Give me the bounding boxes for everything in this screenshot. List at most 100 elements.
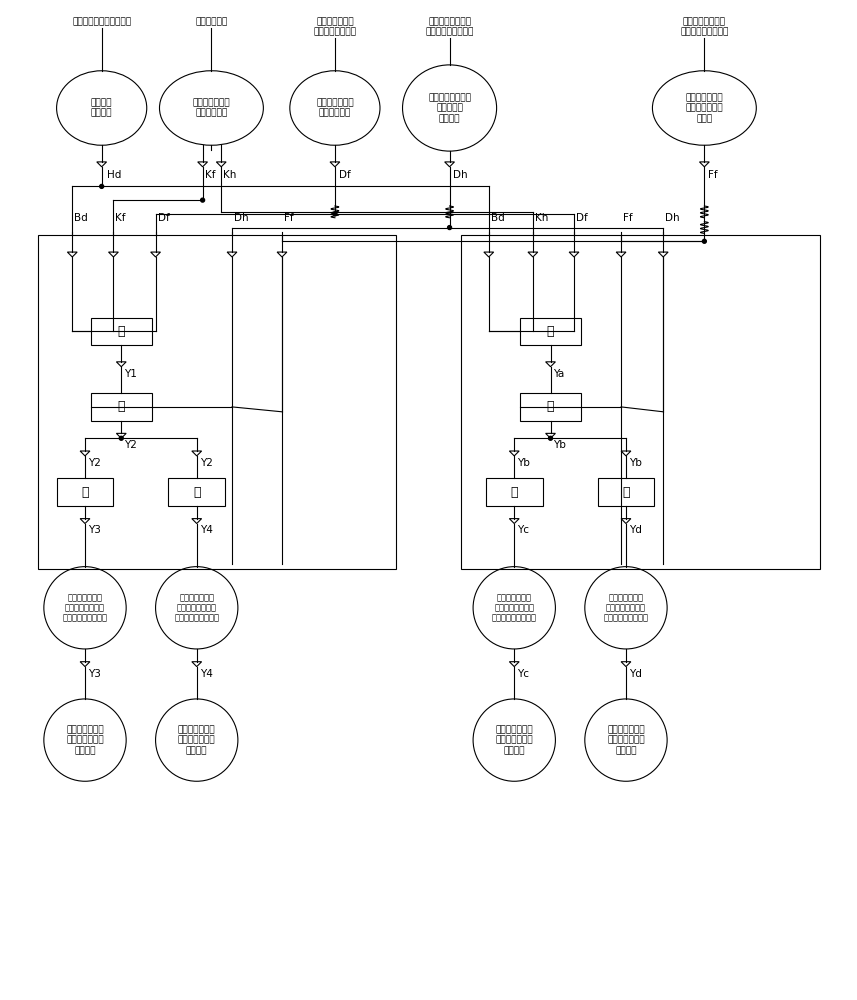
Polygon shape (117, 433, 126, 438)
Polygon shape (616, 252, 626, 257)
Text: Dh: Dh (665, 213, 680, 223)
Polygon shape (484, 252, 494, 257)
Text: Dh: Dh (234, 213, 249, 223)
Polygon shape (330, 162, 340, 167)
Text: 电源侧隔离开关
操作电机的分闸
电源回路: 电源侧隔离开关 操作电机的分闸 电源回路 (178, 725, 216, 755)
Text: Y2: Y2 (124, 440, 137, 450)
Text: 操作机构的接线端子: 操作机构的接线端子 (680, 28, 728, 37)
Text: Yb: Yb (629, 458, 642, 468)
Text: 电源侧隔离开关
操作电机的合闸
电源回路: 电源侧隔离开关 操作电机的合闸 电源回路 (495, 725, 533, 755)
Text: 高压断路器的操: 高压断路器的操 (316, 17, 354, 26)
Text: 与: 与 (511, 486, 518, 499)
Circle shape (333, 212, 337, 216)
Bar (38, 235, 396, 569)
Text: 隔离开关分闸或
合闸选择开关: 隔离开关分闸或 合闸选择开关 (193, 98, 231, 118)
Text: 与: 与 (117, 325, 125, 338)
Text: Kf: Kf (205, 170, 215, 180)
Polygon shape (621, 519, 631, 524)
Polygon shape (621, 662, 631, 667)
Text: 负荷侧隔离开关
操作电机的合闸
电源回路: 负荷侧隔离开关 操作电机的合闸 电源回路 (607, 725, 644, 755)
Bar (168, 478, 225, 506)
Text: 电源侧隔离开关
操作电机的合闸投
电控制信号发出回路: 电源侧隔离开关 操作电机的合闸投 电控制信号发出回路 (492, 593, 536, 623)
Circle shape (703, 239, 706, 243)
Text: Y3: Y3 (88, 669, 101, 679)
Text: 与: 与 (547, 400, 554, 413)
Text: Ff: Ff (623, 213, 632, 223)
Bar (91, 393, 152, 421)
Text: 负荷侧隔离开关
操作电机的合闸投
电控制信号发出回路: 负荷侧隔离开关 操作电机的合闸投 电控制信号发出回路 (603, 593, 649, 623)
Text: Yd: Yd (629, 669, 642, 679)
Bar (597, 478, 655, 506)
Text: Y2: Y2 (88, 458, 101, 468)
Text: Y2: Y2 (200, 458, 213, 468)
Text: Kh: Kh (223, 170, 237, 180)
Text: 电源侧隔离开关的: 电源侧隔离开关的 (683, 17, 726, 26)
Text: 作机构的接线端子: 作机构的接线端子 (314, 28, 357, 37)
Circle shape (119, 436, 123, 440)
Text: Hd: Hd (106, 170, 121, 180)
Polygon shape (509, 662, 519, 667)
Text: Ff: Ff (708, 170, 718, 180)
Text: 与: 与 (81, 486, 89, 499)
Polygon shape (699, 162, 710, 167)
Text: Y3: Y3 (88, 525, 101, 535)
Bar (91, 318, 152, 345)
Polygon shape (546, 433, 555, 438)
Text: Df: Df (339, 170, 351, 180)
Polygon shape (658, 252, 668, 257)
Polygon shape (80, 451, 90, 456)
Text: 与: 与 (117, 400, 125, 413)
Polygon shape (68, 252, 77, 257)
Text: 操作机构的接线端子: 操作机构的接线端子 (425, 28, 474, 37)
Polygon shape (509, 519, 519, 524)
Text: 与: 与 (622, 486, 630, 499)
Text: Bd: Bd (75, 213, 88, 223)
Text: Kf: Kf (116, 213, 126, 223)
Polygon shape (198, 162, 207, 167)
Polygon shape (117, 362, 126, 367)
Text: Y1: Y1 (124, 369, 137, 379)
Text: Kh: Kh (535, 213, 548, 223)
Bar (57, 478, 113, 506)
Bar (486, 478, 542, 506)
Text: 负荷侧隔离开关
操作电机的分闸投
电控制信号发出回路: 负荷侧隔离开关 操作电机的分闸投 电控制信号发出回路 (63, 593, 107, 623)
Text: 电源侧隔离开关
操作电机的分闸投
电控制信号发出回路: 电源侧隔离开关 操作电机的分闸投 电控制信号发出回路 (174, 593, 219, 623)
Polygon shape (192, 451, 201, 456)
Text: 负荷侧隔离开关
分闸状态信号获
取回路: 负荷侧隔离开关 分闸状态信号获 取回路 (686, 93, 723, 123)
Bar (520, 318, 581, 345)
Bar (461, 235, 820, 569)
Text: Bd: Bd (491, 213, 505, 223)
Text: 断路器分闸状态
信号获取回路: 断路器分闸状态 信号获取回路 (316, 98, 354, 118)
Circle shape (548, 436, 553, 440)
Polygon shape (546, 362, 555, 367)
Bar (520, 393, 581, 421)
Text: 远方间隔
核对回路: 远方间隔 核对回路 (91, 98, 112, 118)
Text: Y4: Y4 (200, 669, 213, 679)
Polygon shape (621, 451, 631, 456)
Text: 电源侧隔离开关合
闸状态信号
获取回路: 电源侧隔离开关合 闸状态信号 获取回路 (428, 93, 471, 123)
Text: Df: Df (576, 213, 588, 223)
Circle shape (99, 184, 104, 188)
Polygon shape (192, 519, 201, 524)
Text: 本装置的电源: 本装置的电源 (195, 17, 228, 26)
Text: 负荷侧隔离开关
操作电机的分闸
电源回路: 负荷侧隔离开关 操作电机的分闸 电源回路 (66, 725, 104, 755)
Polygon shape (569, 252, 579, 257)
Polygon shape (109, 252, 118, 257)
Polygon shape (227, 252, 237, 257)
Text: Y4: Y4 (200, 525, 213, 535)
Text: Yb: Yb (554, 440, 566, 450)
Polygon shape (192, 662, 201, 667)
Text: Ff: Ff (284, 213, 294, 223)
Polygon shape (216, 162, 226, 167)
Polygon shape (80, 519, 90, 524)
Text: Yb: Yb (517, 458, 530, 468)
Circle shape (201, 198, 205, 202)
Text: Dh: Dh (453, 170, 468, 180)
Polygon shape (509, 451, 519, 456)
Text: Yd: Yd (629, 525, 642, 535)
Text: 负荷侧隔离开关的: 负荷侧隔离开关的 (428, 17, 471, 26)
Text: Yc: Yc (517, 525, 529, 535)
Circle shape (447, 226, 452, 230)
Text: Df: Df (158, 213, 170, 223)
Polygon shape (80, 662, 90, 667)
